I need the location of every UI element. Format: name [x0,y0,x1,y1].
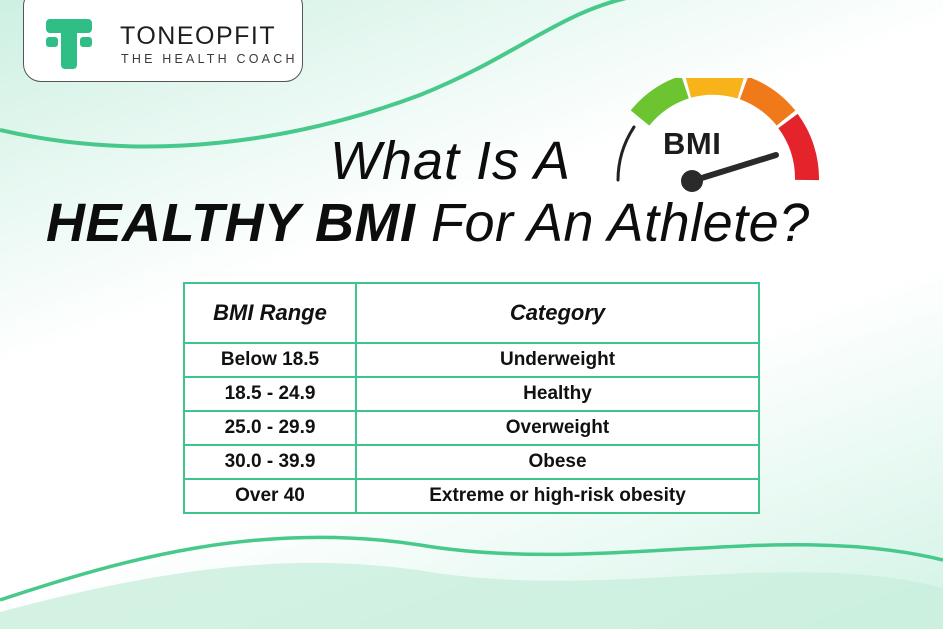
bmi-range-cell: 25.0 - 29.9 [183,410,357,446]
page-title-line2: HEALTHY BMI For An Athlete? [46,192,810,254]
category-cell: Overweight [355,410,760,446]
category-cell: Healthy [355,376,760,412]
category-cell: Obese [355,444,760,480]
bmi-table: BMI Range Category Below 18.5 Underweigh… [183,282,760,514]
table-row: 18.5 - 24.9 Healthy [183,376,760,412]
table-header-row: BMI Range Category [183,282,760,344]
table-row: Below 18.5 Underweight [183,342,760,378]
title-rest: For An Athlete? [415,193,810,253]
bmi-range-cell: Below 18.5 [183,342,357,378]
table-row: 25.0 - 29.9 Overweight [183,410,760,446]
brand-tagline: THE HEALTH COACH [121,52,298,66]
bmi-range-cell: Over 40 [183,478,357,514]
bmi-range-cell: 18.5 - 24.9 [183,376,357,412]
gauge-label: BMI [663,126,722,161]
table-row: 30.0 - 39.9 Obese [183,444,760,480]
toneopfit-logo-icon [46,19,92,69]
gauge-pivot [681,170,703,192]
page-title-line1: What Is A [330,131,572,191]
gauge-segment-red [778,113,819,181]
gauge-segment-yellow [685,78,744,99]
header-bmi-range: BMI Range [183,282,357,344]
title-emphasis: HEALTHY BMI [46,193,416,253]
bmi-gauge-icon [616,78,819,192]
table-row: Over 40 Extreme or high-risk obesity [183,478,760,514]
category-cell: Underweight [355,342,760,378]
header-category: Category [355,282,760,344]
brand-logo-card: TONEOPFIT THE HEALTH COACH [23,0,303,82]
gauge-segment-orange [739,78,796,126]
gauge-segment-green [630,78,690,126]
category-cell: Extreme or high-risk obesity [355,478,760,514]
brand-name: TONEOPFIT [120,22,277,50]
bmi-range-cell: 30.0 - 39.9 [183,444,357,480]
gauge-needle [689,152,779,184]
